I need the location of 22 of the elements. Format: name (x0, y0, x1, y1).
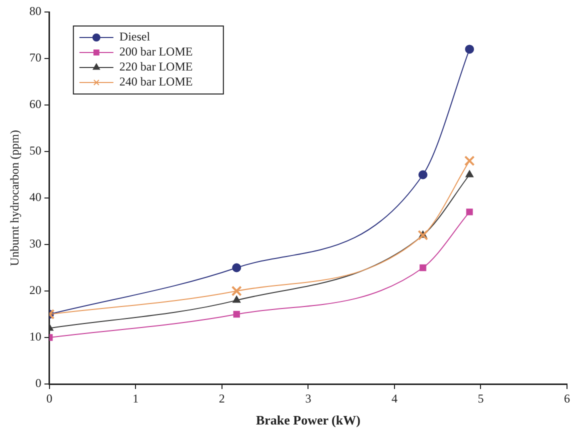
x-tick-label: 6 (564, 391, 570, 406)
x-axis-title: Brake Power (kW) (256, 412, 360, 428)
legend-label: Diesel (119, 30, 151, 44)
x-tick-label: 1 (132, 391, 139, 406)
x-tick-label: 3 (305, 391, 312, 406)
y-tick-label: 40 (29, 190, 42, 204)
legend-label: 200 bar LOME (119, 44, 193, 59)
y-tick-label: 10 (29, 330, 42, 344)
y-tick-label: 80 (29, 4, 42, 18)
x-tick-label: 5 (478, 391, 484, 406)
x-tick-label: 4 (391, 391, 398, 406)
y-tick-label: 70 (29, 50, 42, 65)
x-tick-label: 2 (218, 391, 225, 406)
y-tick-label: 50 (29, 144, 42, 158)
y-tick-label: 30 (29, 236, 42, 251)
legend-label: 240 bar LOME (119, 74, 193, 89)
legend-label: 220 bar LOME (119, 60, 193, 74)
x-tick-label: 0 (46, 391, 52, 406)
y-tick-label: 0 (35, 376, 42, 390)
y-tick-label: 20 (29, 283, 42, 298)
y-tick-label: 60 (29, 97, 42, 112)
y-axis-title: Unburnt hydrocarbon (ppm) (7, 130, 22, 266)
